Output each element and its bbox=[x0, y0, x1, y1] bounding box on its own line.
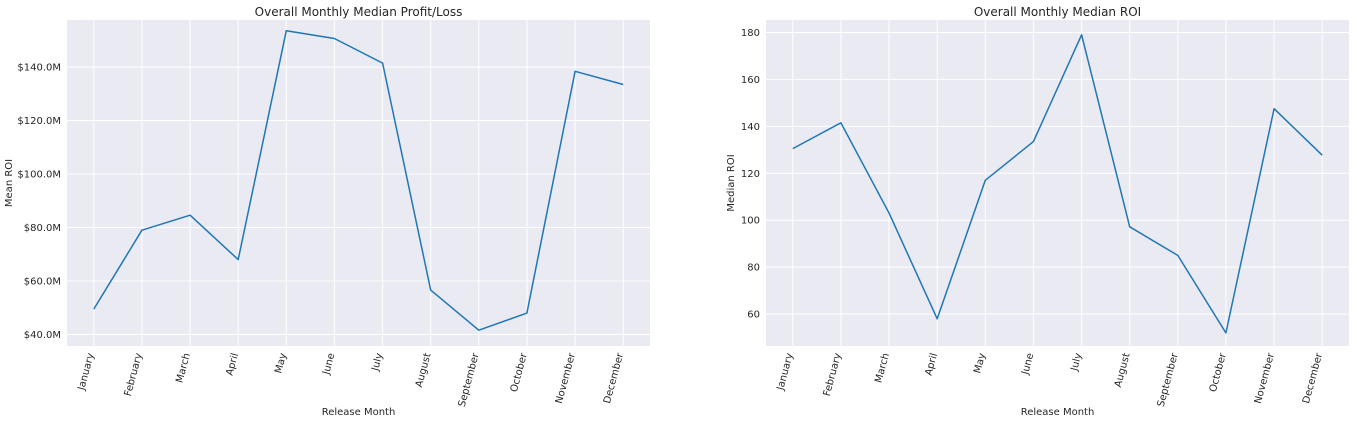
chart-roi: 60 80 100 120 140 160 180 January February March A… bbox=[726, 5, 1349, 418]
y-tick-label: $100.0M bbox=[17, 170, 61, 181]
y-tick-label: 100 bbox=[741, 216, 760, 227]
plot-area bbox=[766, 20, 1349, 346]
x-tick-label: October bbox=[1208, 351, 1229, 393]
y-tick-label: $80.0M bbox=[24, 223, 61, 234]
x-tick-label: July bbox=[1069, 352, 1085, 373]
y-axis-label: Median ROI bbox=[726, 154, 737, 211]
x-tick-label: January bbox=[775, 352, 796, 393]
x-tick-label: August bbox=[414, 352, 434, 389]
y-tick-label: $140.0M bbox=[17, 63, 61, 74]
y-tick-label: $40.0M bbox=[24, 330, 61, 341]
chart-profit-loss: $40.0M $60.0M $80.0M $100.0M $120.0M $140.0M J… bbox=[4, 5, 650, 418]
x-tick-label: June bbox=[1020, 352, 1037, 377]
chart-title: Overall Monthly Median Profit/Loss bbox=[255, 5, 463, 19]
x-tick-label: June bbox=[321, 352, 338, 377]
y-tick-label: 60 bbox=[747, 310, 760, 321]
x-tick-label: September bbox=[457, 351, 482, 408]
y-tick-label: 180 bbox=[741, 28, 760, 39]
y-tick-label: 160 bbox=[741, 75, 760, 86]
x-tick-label: February bbox=[123, 352, 145, 398]
x-tick-label: April bbox=[924, 352, 941, 377]
y-tick-label: 120 bbox=[741, 169, 760, 180]
x-tick-label: December bbox=[602, 351, 626, 405]
y-axis-label: Mean ROI bbox=[4, 159, 15, 207]
x-tick-label: November bbox=[554, 351, 578, 405]
x-tick-label: October bbox=[509, 351, 530, 393]
x-tick-label: December bbox=[1301, 351, 1325, 405]
y-tick-label: $120.0M bbox=[17, 116, 61, 127]
x-tick-label: April bbox=[225, 352, 242, 377]
x-tick-label: September bbox=[1156, 351, 1181, 408]
x-axis-label: Release Month bbox=[1021, 407, 1095, 418]
y-tick-label: 80 bbox=[747, 263, 760, 274]
chart-title: Overall Monthly Median ROI bbox=[974, 5, 1141, 19]
x-axis-label: Release Month bbox=[322, 407, 396, 418]
x-tick-label: February bbox=[822, 352, 844, 398]
series-line bbox=[93, 29, 624, 331]
plot-area bbox=[67, 20, 650, 346]
y-tick-label: $60.0M bbox=[24, 277, 61, 288]
x-tick-label: January bbox=[76, 352, 97, 393]
x-tick-label: August bbox=[1113, 352, 1133, 389]
x-tick-label: May bbox=[273, 352, 289, 375]
y-tick-label: 140 bbox=[741, 122, 760, 133]
x-tick-label: March bbox=[174, 352, 193, 384]
x-tick-label: March bbox=[873, 352, 892, 384]
series-line bbox=[792, 34, 1323, 334]
x-tick-label: November bbox=[1253, 351, 1277, 405]
x-tick-label: May bbox=[972, 352, 988, 375]
x-tick-label: July bbox=[370, 352, 386, 373]
